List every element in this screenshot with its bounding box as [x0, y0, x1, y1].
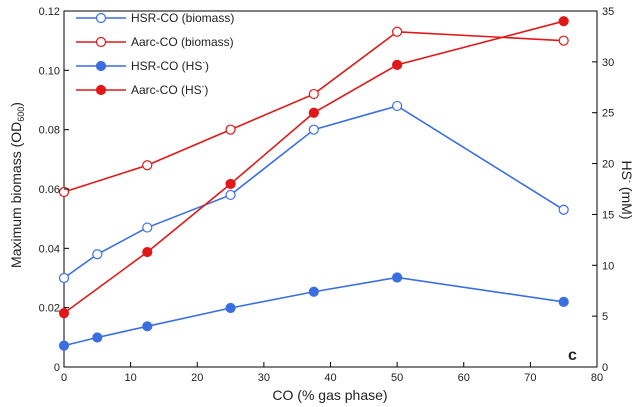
legend-item-aarc-biomass: Aarc-CO (biomass)	[76, 35, 234, 49]
data-point-hsr-hs	[92, 332, 103, 343]
y-left-tick-label: 0.06	[39, 184, 60, 196]
x-tick-label: 30	[258, 372, 270, 384]
x-tick-label: 0	[61, 372, 67, 384]
y-right-axis-title-end: (mM)	[619, 183, 635, 220]
y-left-tick-label: 0.12	[39, 6, 60, 18]
data-point-hsr-biomass	[92, 249, 103, 260]
legend-item-aarc-hs: Aarc-CO (HS-)	[76, 82, 208, 97]
x-tick-label: 80	[591, 372, 603, 384]
y-left-axis-ticks: 0 0.02 0.04 0.06 0.08 0.10 0.12	[39, 6, 69, 374]
data-point-hsr-biomass	[225, 189, 236, 201]
data-point-aarc-biomass	[558, 35, 569, 46]
series-aarc-hs	[58, 16, 569, 319]
y-right-tick-label: 30	[602, 57, 614, 69]
legend-label-hsr-hs-end: )	[205, 59, 209, 73]
y-left-tick-label: 0	[54, 362, 60, 374]
data-point-hsr-hs	[225, 302, 236, 314]
series-line-aarc-biomass	[63, 30, 564, 193]
y-left-axis-title-main: Maximum biomass (OD	[8, 122, 24, 268]
legend-label-aarc-hs: Aarc-CO (HS-)	[131, 82, 208, 97]
data-point-aarc-biomass	[308, 88, 319, 100]
x-axis-title: CO (% gas phase)	[272, 387, 387, 403]
data-point-aarc-biomass	[225, 124, 236, 135]
series-line-aarc-hs	[63, 20, 564, 314]
data-point-aarc-biomass	[142, 160, 153, 171]
legend-marker-hsr-hs	[95, 60, 107, 72]
data-point-hsr-hs	[308, 286, 319, 297]
legend-item-hsr-biomass: HSR-CO (biomass)	[76, 11, 234, 25]
data-point-hsr-biomass	[308, 124, 319, 135]
data-point-hsr-hs	[142, 321, 153, 332]
data-point-aarc-hs	[392, 59, 403, 71]
y-left-axis-title: Maximum biomass (OD600)	[8, 102, 26, 268]
data-point-hsr-biomass	[558, 204, 569, 215]
y-left-axis-title-end: )	[8, 102, 24, 107]
x-tick-label: 10	[125, 372, 137, 384]
y-right-tick-label: 10	[602, 260, 614, 272]
data-point-aarc-hs	[308, 107, 319, 118]
legend-marker-hsr-biomass	[95, 12, 107, 24]
x-tick-label: 60	[458, 372, 470, 384]
data-point-aarc-hs	[225, 178, 236, 190]
y-right-axis-ticks: 0 5 10 15 20 25 30 35	[592, 6, 614, 374]
x-axis-ticks: 0 10 20 30 40 50 60 70 80	[61, 362, 603, 384]
data-point-aarc-hs	[558, 16, 569, 27]
legend-label-aarc-hs-sup: -	[202, 82, 205, 91]
y-left-tick-label: 0.08	[39, 125, 60, 137]
data-point-hsr-hs	[558, 296, 569, 308]
legend-label-hsr-hs: HSR-CO (HS-)	[131, 58, 209, 73]
y-right-tick-label: 15	[602, 209, 614, 221]
legend-label-hsr-biomass: HSR-CO (biomass)	[131, 11, 234, 25]
series-layer	[58, 16, 569, 351]
y-right-tick-label: 0	[602, 362, 608, 374]
y-right-axis-title-main: HS	[619, 161, 635, 180]
legend-marker-aarc-hs	[95, 84, 107, 96]
series-aarc-biomass	[58, 26, 569, 198]
y-right-axis-title: HS- (mM)	[619, 161, 635, 220]
x-tick-label: 50	[391, 372, 403, 384]
series-hsr-hs	[58, 272, 569, 351]
y-left-tick-label: 0.10	[39, 65, 60, 77]
y-right-tick-label: 20	[602, 159, 614, 171]
y-right-tick-label: 25	[602, 108, 614, 120]
series-hsr-biomass	[58, 100, 569, 284]
legend-label-aarc-biomass: Aarc-CO (biomass)	[131, 35, 234, 49]
panel-letter: c	[568, 347, 577, 364]
data-point-aarc-biomass	[58, 186, 70, 198]
y-right-axis-title-sup: -	[625, 180, 635, 183]
x-tick-label: 40	[324, 372, 336, 384]
data-point-aarc-hs	[142, 246, 153, 258]
x-tick-label: 20	[191, 372, 203, 384]
legend-label-aarc-hs-end: )	[204, 83, 208, 97]
data-point-hsr-hs	[392, 272, 403, 283]
legend-marker-aarc-biomass	[95, 36, 107, 48]
y-left-tick-label: 0.04	[39, 243, 60, 255]
legend-item-hsr-hs: HSR-CO (HS-)	[76, 58, 209, 73]
y-left-axis-title-sub: 600	[16, 107, 26, 122]
data-point-aarc-biomass	[392, 26, 403, 37]
data-point-hsr-biomass	[392, 100, 403, 112]
legend-label-aarc-hs-main: Aarc-CO (HS	[131, 83, 202, 97]
data-point-hsr-hs	[58, 340, 70, 351]
legend: HSR-CO (biomass) Aarc-CO (biomass) HSR-C…	[76, 11, 234, 97]
y-left-tick-label: 0.02	[39, 303, 60, 315]
y-right-tick-label: 5	[602, 311, 608, 323]
legend-label-hsr-hs-main: HSR-CO (HS	[131, 59, 202, 73]
data-point-aarc-hs	[58, 307, 70, 319]
data-point-hsr-biomass	[142, 222, 153, 233]
legend-label-hsr-hs-sup: -	[202, 58, 205, 67]
y-right-tick-label: 35	[602, 6, 614, 18]
data-point-hsr-biomass	[58, 272, 70, 284]
x-tick-label: 70	[524, 372, 536, 384]
